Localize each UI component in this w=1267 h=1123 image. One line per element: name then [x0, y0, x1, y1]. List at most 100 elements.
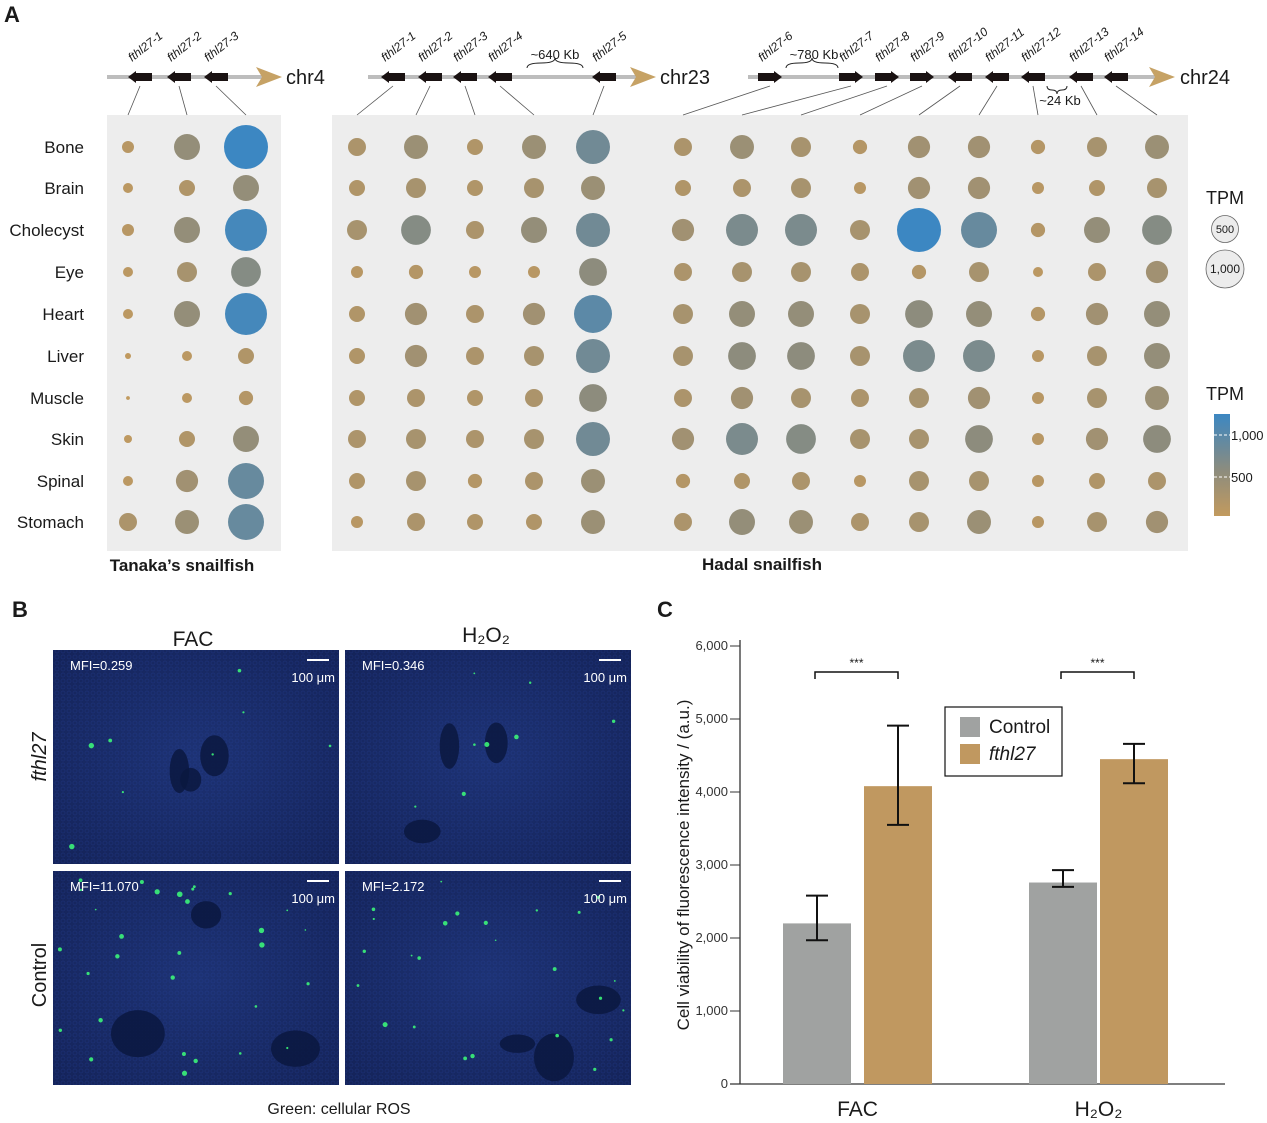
- hadal-dot: [729, 509, 755, 535]
- y-tick-label: 2,000: [695, 930, 728, 945]
- mfi-label: MFI=0.259: [70, 658, 133, 673]
- hadal-dot: [967, 135, 991, 159]
- ros-signal-dot: [89, 1057, 94, 1062]
- hadal-dot: [401, 215, 431, 245]
- tanaka-dot: [231, 257, 261, 287]
- hadal-dot: [524, 178, 544, 198]
- hadal-dot: [406, 471, 426, 491]
- hadal-dot: [728, 342, 756, 370]
- hadal-dot: [466, 430, 484, 448]
- hadal-dot: [581, 469, 605, 493]
- ros-signal-dot: [88, 742, 95, 749]
- tanaka-dot: [177, 262, 197, 282]
- tissue-label-liver: Liver: [47, 347, 84, 366]
- hadal-dot: [792, 472, 810, 490]
- tissue-label-heart: Heart: [42, 305, 84, 324]
- gene-label-fthl27-1: fthl27-1: [378, 29, 418, 65]
- mfi-label: MFI=0.346: [362, 658, 425, 673]
- scale-bar-label: 100 μm: [583, 670, 627, 685]
- hadal-dot: [348, 430, 366, 448]
- hadal-dot: [579, 258, 607, 286]
- gene-label-fthl27-10: fthl27-10: [945, 24, 991, 64]
- hadal-dot: [407, 389, 425, 407]
- ros-signal-dot: [514, 734, 519, 740]
- bar-control-0: [783, 923, 851, 1084]
- ros-signal-dot: [455, 911, 460, 916]
- tanaka-dot: [228, 463, 264, 499]
- hadal-dot: [525, 389, 543, 407]
- gene-label-fthl27-4: fthl27-4: [485, 28, 525, 64]
- hadal-dot: [1030, 222, 1046, 238]
- chr24-label: chr24: [1180, 67, 1230, 89]
- hadal-dot: [850, 304, 870, 324]
- hadal-dot: [576, 422, 610, 456]
- y-tick-label: 4,000: [695, 784, 728, 799]
- tanaka-dot: [238, 390, 254, 406]
- hadal-dot: [852, 139, 868, 155]
- hadal-dot: [1030, 139, 1046, 155]
- tanaka-dot: [174, 301, 200, 327]
- tanaka-dot: [175, 510, 199, 534]
- gene-label-fthl27-5: fthl27-5: [589, 28, 629, 64]
- x-category-label: FAC: [837, 1098, 878, 1118]
- ros-signal-dot: [598, 996, 603, 1000]
- gene-connector-line: [1032, 85, 1039, 116]
- hadal-dot: [522, 135, 546, 159]
- dark-region: [576, 985, 621, 1015]
- tanaka-dot: [123, 183, 133, 193]
- y-tick-label: 1,000: [695, 1003, 728, 1018]
- ros-signal-dot: [304, 929, 307, 931]
- tanaka-label: Tanaka’s snailfish: [110, 556, 255, 575]
- hadal-dot: [524, 429, 544, 449]
- ros-signal-dot: [177, 951, 182, 955]
- hadal-dot: [967, 510, 991, 534]
- hadal-dot: [467, 473, 483, 489]
- mfi-label: MFI=2.172: [362, 879, 425, 894]
- gene-label-fthl27-7: fthl27-7: [836, 28, 877, 64]
- hadal-dot: [1085, 302, 1109, 326]
- hadal-dot: [850, 220, 870, 240]
- gene-connector-line: [464, 85, 476, 116]
- hadal-dot: [791, 388, 811, 408]
- gene-connector-line: [215, 85, 247, 116]
- ros-signal-dot: [254, 1005, 258, 1008]
- hadal-dot: [467, 139, 483, 155]
- ros-signal-dot: [108, 738, 113, 743]
- ros-signal-dot: [410, 954, 413, 957]
- color-legend-title: TPM: [1206, 384, 1244, 404]
- dark-region: [484, 722, 508, 764]
- tissue-labels: Bone Brain Cholecyst Eye Heart Liver Muscle Ski…: [9, 138, 84, 532]
- ros-signal-dot: [121, 790, 124, 794]
- tanaka-dot: [225, 293, 267, 335]
- hadal-dot: [404, 302, 428, 326]
- x-category-label: H₂O₂: [1075, 1098, 1123, 1118]
- chr4-label: chr4: [286, 67, 325, 89]
- hadal-dot: [406, 178, 426, 198]
- ros-signal-dot: [286, 1046, 289, 1050]
- gene-label-fthl27-8: fthl27-8: [872, 28, 912, 64]
- ros-signal-dot: [473, 672, 476, 675]
- hadal-dot: [349, 390, 365, 406]
- ros-signal-dot: [356, 984, 360, 987]
- ros-signal-dot: [417, 956, 421, 960]
- tanaka-dot: [174, 217, 200, 243]
- ros-signal-dot: [555, 1033, 559, 1038]
- hadal-dot: [726, 214, 758, 246]
- hadal-dot: [961, 212, 997, 248]
- hadal-dot: [730, 135, 754, 159]
- bar-control-1: [1029, 882, 1097, 1084]
- hadal-dot: [581, 510, 605, 534]
- ros-signal-dot: [154, 889, 160, 895]
- gene-connector-line: [859, 85, 923, 116]
- gene-label-fthl27-9: fthl27-9: [907, 28, 947, 64]
- chromosome-arrow-icon: [630, 67, 656, 87]
- tissue-label-stomach: Stomach: [17, 513, 84, 532]
- ros-signal-dot: [552, 967, 557, 971]
- hadal-dot: [791, 262, 811, 282]
- gene-arrow-icon: [1069, 71, 1093, 83]
- dark-region: [439, 723, 460, 769]
- hadal-dot: [969, 262, 989, 282]
- hadal-dot: [576, 213, 610, 247]
- hadal-dot: [576, 130, 610, 164]
